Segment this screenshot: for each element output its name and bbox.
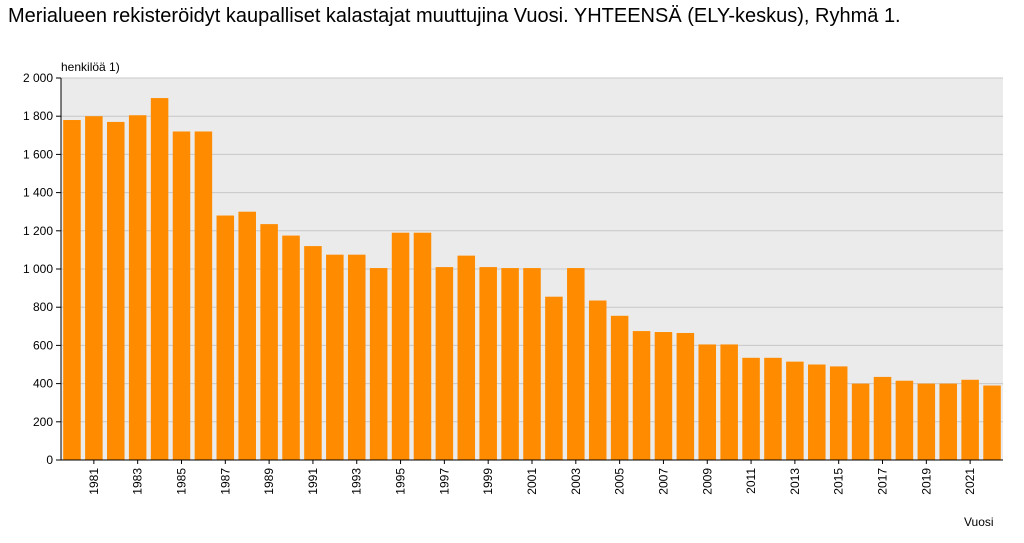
bar-1993 xyxy=(347,254,366,460)
x-tick-label: 2007 xyxy=(656,468,670,495)
bar-1991 xyxy=(304,246,322,460)
bar-2004 xyxy=(588,300,607,460)
bar-2003 xyxy=(567,268,585,460)
x-tick-label: 1987 xyxy=(218,468,232,495)
y-axis-label: henkilöä 1) xyxy=(61,60,120,74)
bar-1980 xyxy=(63,120,81,461)
bar-1988 xyxy=(238,211,256,460)
x-axis-label: Vuosi xyxy=(964,515,994,529)
bar-1987 xyxy=(216,215,235,460)
bar-1990 xyxy=(282,235,300,460)
y-tick-label: 2 000 xyxy=(23,71,53,85)
y-tick-label: 1 000 xyxy=(23,262,53,276)
bar-1994 xyxy=(369,268,388,460)
bar-2006 xyxy=(632,331,651,460)
bar-1982 xyxy=(107,121,125,461)
bar-2002 xyxy=(545,296,563,460)
y-tick-label: 1 600 xyxy=(23,147,53,161)
bar-2016 xyxy=(851,383,870,460)
x-tick-label: 1981 xyxy=(87,468,101,495)
bar-1998 xyxy=(457,255,476,460)
y-tick-label: 800 xyxy=(33,300,53,314)
x-tick-label: 2003 xyxy=(569,468,583,495)
bar-1997 xyxy=(435,267,454,460)
x-tick-label: 1999 xyxy=(481,468,495,495)
x-tick-label: 2017 xyxy=(876,468,890,495)
bar-2012 xyxy=(764,357,782,460)
bar-2018 xyxy=(895,380,914,460)
bar-2015 xyxy=(829,366,848,460)
x-tick-label: 1983 xyxy=(131,468,145,495)
bar-2017 xyxy=(873,376,892,460)
x-tick-label: 1995 xyxy=(394,468,408,495)
bar-1999 xyxy=(479,267,497,460)
bar-2022 xyxy=(983,385,1001,460)
x-tick-label: 2019 xyxy=(919,468,933,495)
bar-2005 xyxy=(610,315,629,460)
x-tick-label: 1993 xyxy=(350,468,364,495)
bar-2000 xyxy=(501,268,519,460)
x-tick-label: 2013 xyxy=(788,468,802,495)
bar-2007 xyxy=(654,332,673,460)
x-tick-label: 2009 xyxy=(700,468,714,495)
bar-2009 xyxy=(698,344,717,460)
bar-1983 xyxy=(128,115,147,461)
x-tick-label: 1991 xyxy=(306,468,320,495)
y-tick-label: 1 400 xyxy=(23,186,53,200)
bar-2019 xyxy=(917,383,936,460)
bar-2001 xyxy=(523,268,541,460)
y-tick-label: 600 xyxy=(33,338,53,352)
x-tick-label: 1989 xyxy=(262,468,276,495)
y-tick-label: 0 xyxy=(46,453,53,467)
y-tick-label: 200 xyxy=(33,415,53,429)
bar-1985 xyxy=(172,131,191,461)
bar-1981 xyxy=(85,116,103,460)
bar-2021 xyxy=(961,379,979,460)
x-tick-label: 2001 xyxy=(525,468,539,495)
y-tick-label: 400 xyxy=(33,377,53,391)
bar-2008 xyxy=(676,332,695,460)
y-tick-label: 1 800 xyxy=(23,109,53,123)
x-tick-label: 2021 xyxy=(963,468,977,495)
bar-2013 xyxy=(786,361,804,460)
bar-2020 xyxy=(939,383,957,460)
x-tick-label: 2011 xyxy=(744,468,758,494)
bar-1995 xyxy=(391,232,410,460)
bar-2014 xyxy=(808,364,826,460)
bar-2011 xyxy=(742,357,760,460)
x-tick-label: 2005 xyxy=(613,468,627,495)
bar-2010 xyxy=(720,344,738,460)
y-tick-label: 1 200 xyxy=(23,224,53,238)
bar-1996 xyxy=(413,232,432,460)
bar-1984 xyxy=(150,98,169,461)
bar-1989 xyxy=(260,224,278,460)
x-tick-label: 1985 xyxy=(174,468,188,495)
x-tick-label: 1997 xyxy=(437,468,451,495)
bar-1986 xyxy=(194,131,213,461)
chart-title: Merialueen rekisteröidyt kaupalliset kal… xyxy=(8,5,901,27)
bar-1992 xyxy=(326,254,344,460)
x-tick-label: 2015 xyxy=(832,468,846,495)
